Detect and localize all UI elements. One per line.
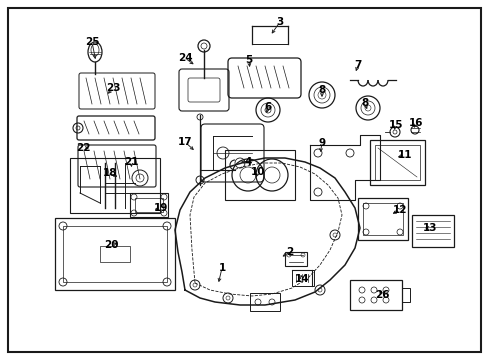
- Text: 20: 20: [103, 240, 118, 250]
- Text: 25: 25: [84, 37, 99, 47]
- Bar: [130, 193, 168, 217]
- Bar: [411, 215, 453, 247]
- Text: 6: 6: [264, 102, 271, 112]
- Bar: [135, 198, 163, 212]
- Text: 17: 17: [177, 137, 192, 147]
- Text: 16: 16: [408, 118, 423, 128]
- Text: 3: 3: [276, 17, 283, 27]
- Bar: [362, 203, 402, 235]
- Text: 8: 8: [361, 98, 368, 108]
- Text: 19: 19: [154, 203, 168, 213]
- Text: 13: 13: [422, 223, 436, 233]
- Bar: [349, 280, 401, 310]
- Bar: [63, 226, 167, 282]
- Bar: [249, 293, 280, 311]
- Text: 11: 11: [397, 150, 411, 160]
- Bar: [291, 270, 313, 286]
- Text: 1: 1: [218, 263, 225, 273]
- Bar: [357, 198, 407, 240]
- Text: 15: 15: [388, 120, 403, 130]
- Bar: [369, 140, 424, 185]
- Bar: [285, 252, 306, 266]
- Text: 5: 5: [245, 55, 252, 65]
- Bar: [224, 150, 294, 200]
- Text: 2: 2: [286, 247, 293, 257]
- Text: 8: 8: [318, 85, 325, 95]
- Text: 24: 24: [177, 53, 192, 63]
- Text: 23: 23: [105, 83, 120, 93]
- Text: 9: 9: [318, 138, 325, 148]
- Text: 21: 21: [123, 157, 138, 167]
- Text: 12: 12: [392, 205, 407, 215]
- Text: 14: 14: [294, 274, 309, 284]
- Text: 10: 10: [250, 167, 264, 177]
- Bar: [70, 158, 160, 213]
- Bar: [55, 218, 175, 290]
- Bar: [374, 145, 419, 180]
- Text: 4: 4: [244, 157, 251, 167]
- Text: 7: 7: [354, 60, 361, 70]
- Text: 22: 22: [76, 143, 90, 153]
- Text: 18: 18: [102, 168, 117, 178]
- Bar: [100, 246, 130, 262]
- Bar: [401, 288, 409, 302]
- Text: 26: 26: [374, 290, 388, 300]
